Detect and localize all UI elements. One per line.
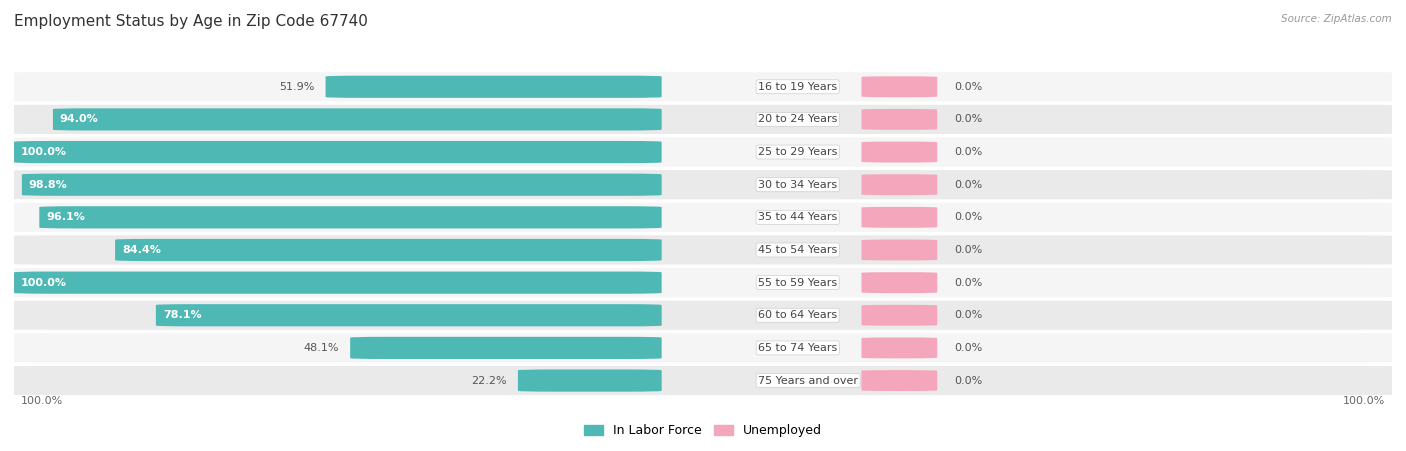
Text: 48.1%: 48.1% [304,343,339,353]
FancyBboxPatch shape [53,108,662,130]
FancyBboxPatch shape [326,76,662,98]
FancyBboxPatch shape [156,304,662,327]
FancyBboxPatch shape [862,207,938,228]
Text: 51.9%: 51.9% [280,82,315,92]
Text: 45 to 54 Years: 45 to 54 Years [758,245,838,255]
Text: 0.0%: 0.0% [953,115,981,124]
FancyBboxPatch shape [0,136,1406,168]
Text: 22.2%: 22.2% [471,376,508,386]
Text: 0.0%: 0.0% [953,278,981,288]
Text: 60 to 64 Years: 60 to 64 Years [758,310,837,320]
Legend: In Labor Force, Unemployed: In Labor Force, Unemployed [579,419,827,442]
Text: 0.0%: 0.0% [953,245,981,255]
FancyBboxPatch shape [862,174,938,195]
FancyBboxPatch shape [0,332,1406,364]
Text: 0.0%: 0.0% [953,376,981,386]
FancyBboxPatch shape [0,202,1406,233]
Text: 100.0%: 100.0% [21,396,63,406]
FancyBboxPatch shape [14,272,662,294]
FancyBboxPatch shape [0,299,1406,331]
Text: 30 to 34 Years: 30 to 34 Years [758,179,837,190]
Text: 55 to 59 Years: 55 to 59 Years [758,278,837,288]
Text: 94.0%: 94.0% [60,115,98,124]
Text: 0.0%: 0.0% [953,343,981,353]
FancyBboxPatch shape [115,239,662,261]
Text: 96.1%: 96.1% [46,212,86,222]
FancyBboxPatch shape [0,104,1406,135]
Text: 25 to 29 Years: 25 to 29 Years [758,147,838,157]
Text: 0.0%: 0.0% [953,147,981,157]
FancyBboxPatch shape [0,267,1406,298]
Text: 0.0%: 0.0% [953,179,981,190]
FancyBboxPatch shape [0,71,1406,102]
Text: 0.0%: 0.0% [953,310,981,320]
FancyBboxPatch shape [862,370,938,391]
Text: 0.0%: 0.0% [953,82,981,92]
FancyBboxPatch shape [862,76,938,97]
Text: 65 to 74 Years: 65 to 74 Years [758,343,838,353]
Text: 75 Years and over: 75 Years and over [758,376,858,386]
Text: 100.0%: 100.0% [21,278,67,288]
Text: 78.1%: 78.1% [163,310,201,320]
FancyBboxPatch shape [862,239,938,260]
Text: 84.4%: 84.4% [122,245,160,255]
FancyBboxPatch shape [22,174,662,196]
Text: Employment Status by Age in Zip Code 67740: Employment Status by Age in Zip Code 677… [14,14,368,28]
FancyBboxPatch shape [862,142,938,162]
FancyBboxPatch shape [39,206,662,229]
Text: 0.0%: 0.0% [953,212,981,222]
FancyBboxPatch shape [862,337,938,359]
FancyBboxPatch shape [862,305,938,326]
FancyBboxPatch shape [862,272,938,293]
FancyBboxPatch shape [350,337,662,359]
Text: Source: ZipAtlas.com: Source: ZipAtlas.com [1281,14,1392,23]
Text: 35 to 44 Years: 35 to 44 Years [758,212,838,222]
FancyBboxPatch shape [517,369,662,391]
Text: 98.8%: 98.8% [28,179,67,190]
Text: 16 to 19 Years: 16 to 19 Years [758,82,837,92]
FancyBboxPatch shape [0,365,1406,396]
Text: 20 to 24 Years: 20 to 24 Years [758,115,838,124]
Text: 100.0%: 100.0% [1343,396,1385,406]
Text: 100.0%: 100.0% [21,147,67,157]
FancyBboxPatch shape [14,141,662,163]
FancyBboxPatch shape [0,235,1406,266]
FancyBboxPatch shape [862,109,938,130]
FancyBboxPatch shape [0,169,1406,200]
